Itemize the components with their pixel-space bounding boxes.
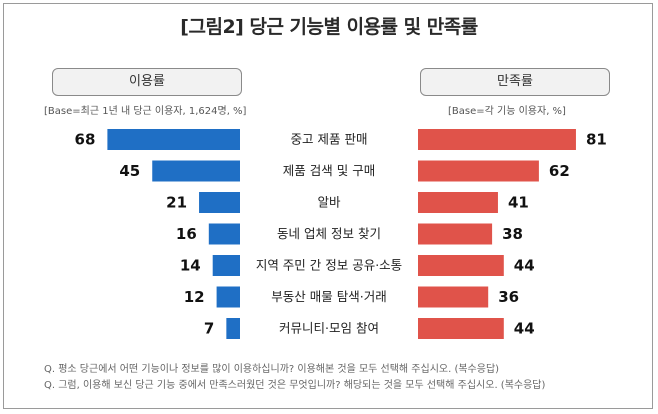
- survey-notes: Q. 평소 당근에서 어떤 기능이나 정보를 많이 이용하십니까? 이용해본 것…: [44, 362, 545, 394]
- usage-bar: [152, 160, 240, 182]
- satisfaction-bar: [418, 318, 504, 339]
- usage-header: 이용률: [52, 68, 242, 96]
- satisfaction-value-label: 36: [498, 288, 519, 306]
- satisfaction-bar: [418, 286, 489, 308]
- usage-bar: [199, 192, 240, 213]
- survey-note-1: Q. 평소 당근에서 어떤 기능이나 정보를 많이 이용하십니까? 이용해본 것…: [44, 364, 500, 375]
- page-title: [그림2] 당근 기능별 이용률 및 만족률: [180, 16, 478, 38]
- category-label: 커뮤니티·모임 참여: [279, 321, 379, 336]
- satisfaction-value-label: 62: [549, 162, 570, 180]
- usage-bar: [212, 255, 240, 276]
- category-label: 지역 주민 간 정보 공유·소통: [256, 258, 402, 273]
- usage-bar: [216, 286, 240, 308]
- survey-note-2: Q. 그럼, 이용해 보신 당근 기능 중에서 만족스러웠던 것은 무엇입니까?…: [44, 380, 546, 391]
- usage-value-label: 21: [166, 194, 187, 212]
- usage-bar: [226, 318, 240, 339]
- satisfaction-bar: [418, 192, 498, 213]
- category-label: 부동산 매물 탐색·거래: [271, 289, 386, 304]
- usage-value-label: 68: [75, 131, 96, 149]
- satisfaction-base-note: [Base=각 기능 이용자, %]: [448, 106, 566, 117]
- category-label: 중고 제품 판매: [291, 132, 368, 147]
- usage-bar: [107, 129, 241, 150]
- satisfaction-header: 만족률: [420, 68, 610, 96]
- usage-value-label: 16: [176, 225, 197, 243]
- satisfaction-bar: [418, 129, 576, 150]
- usage-value-label: 7: [204, 320, 214, 338]
- satisfaction-value-label: 38: [502, 225, 523, 243]
- satisfaction-bar: [418, 223, 493, 245]
- category-label: 동네 업체 정보 찾기: [277, 226, 381, 241]
- category-label: 알바: [317, 195, 341, 210]
- usage-value-label: 12: [184, 288, 205, 306]
- satisfaction-value-label: 41: [508, 194, 529, 212]
- satisfaction-bar: [418, 160, 539, 182]
- usage-value-label: 45: [119, 162, 140, 180]
- satisfaction-bar: [418, 255, 504, 276]
- satisfaction-value-label: 44: [514, 257, 535, 275]
- satisfaction-value-label: 44: [514, 320, 535, 338]
- usage-bar: [208, 223, 240, 245]
- category-label: 제품 검색 및 구매: [283, 163, 375, 178]
- satisfaction-value-label: 81: [586, 131, 607, 149]
- usage-value-label: 14: [180, 257, 201, 275]
- usage-base-note: [Base=최근 1년 내 당근 이용자, 1,624명, %]: [44, 106, 247, 117]
- figure-frame: [3, 3, 653, 409]
